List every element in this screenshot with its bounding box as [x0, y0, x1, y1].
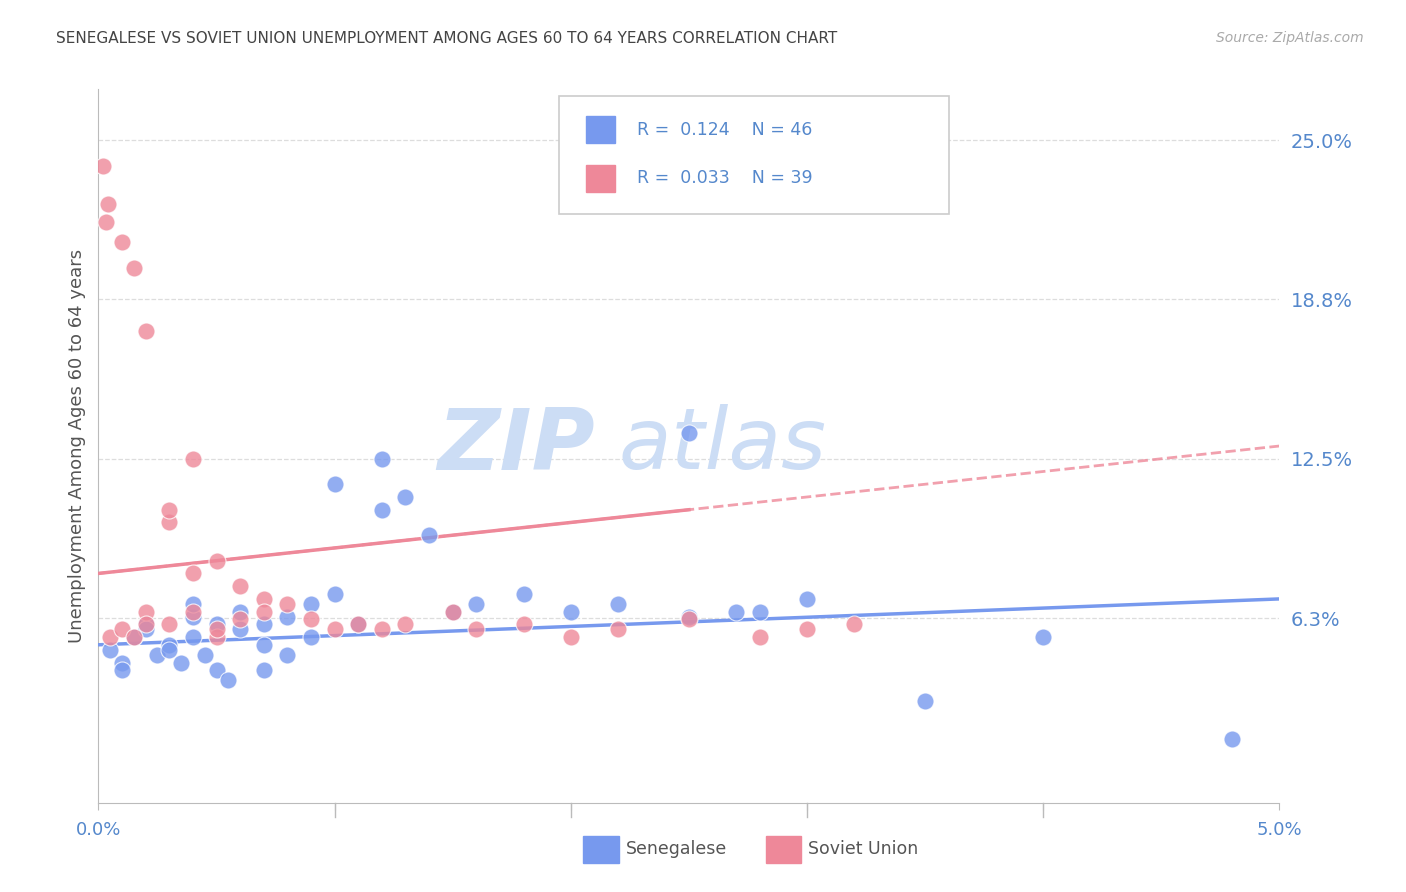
Point	[253, 591, 276, 606]
Point	[914, 694, 936, 708]
Point	[253, 617, 276, 632]
Point	[253, 638, 276, 652]
Point	[157, 643, 180, 657]
Bar	[586, 116, 616, 144]
Point	[323, 587, 346, 601]
Y-axis label: Unemployment Among Ages 60 to 64 years: Unemployment Among Ages 60 to 64 years	[67, 249, 86, 643]
Point	[205, 617, 228, 632]
Point	[394, 617, 416, 632]
Text: R =  0.033    N = 39: R = 0.033 N = 39	[637, 169, 813, 187]
Point	[560, 605, 582, 619]
Point	[560, 630, 582, 644]
Point	[111, 235, 134, 249]
Point	[97, 197, 120, 211]
Point	[111, 663, 134, 677]
Point	[205, 630, 228, 644]
Text: ZIP: ZIP	[437, 404, 595, 488]
Point	[122, 630, 145, 644]
Point	[678, 426, 700, 441]
Point	[725, 605, 748, 619]
Bar	[586, 165, 616, 192]
Point	[122, 260, 145, 275]
Point	[135, 605, 157, 619]
Point	[98, 643, 121, 657]
Point	[205, 623, 228, 637]
Point	[323, 477, 346, 491]
Point	[122, 630, 145, 644]
Point	[276, 648, 298, 662]
Point	[135, 324, 157, 338]
Point	[135, 617, 157, 632]
Point	[347, 617, 370, 632]
FancyBboxPatch shape	[560, 96, 949, 214]
Point	[181, 566, 204, 581]
Point	[299, 612, 322, 626]
Point	[135, 617, 157, 632]
Point	[229, 605, 252, 619]
Point	[170, 656, 193, 670]
Point	[347, 617, 370, 632]
Point	[135, 623, 157, 637]
Point	[748, 630, 770, 644]
Point	[157, 617, 180, 632]
Point	[205, 554, 228, 568]
Point	[323, 623, 346, 637]
Point	[205, 663, 228, 677]
Point	[181, 630, 204, 644]
Point	[748, 605, 770, 619]
Point	[371, 451, 394, 466]
Point	[98, 630, 121, 644]
Point	[181, 605, 204, 619]
Point	[607, 623, 630, 637]
Point	[512, 617, 534, 632]
Point	[512, 587, 534, 601]
Point	[181, 597, 204, 611]
Text: atlas: atlas	[619, 404, 827, 488]
Point	[844, 617, 866, 632]
Text: Soviet Union: Soviet Union	[808, 840, 918, 858]
Point	[253, 663, 276, 677]
Point	[678, 612, 700, 626]
Point	[94, 215, 117, 229]
Point	[1032, 630, 1054, 644]
Text: SENEGALESE VS SOVIET UNION UNEMPLOYMENT AMONG AGES 60 TO 64 YEARS CORRELATION CH: SENEGALESE VS SOVIET UNION UNEMPLOYMENT …	[56, 31, 838, 46]
Point	[394, 490, 416, 504]
Point	[181, 451, 204, 466]
Point	[229, 579, 252, 593]
Text: Source: ZipAtlas.com: Source: ZipAtlas.com	[1216, 31, 1364, 45]
Point	[157, 502, 180, 516]
Point	[299, 630, 322, 644]
Point	[146, 648, 169, 662]
Text: Senegalese: Senegalese	[626, 840, 727, 858]
Point	[229, 623, 252, 637]
Point	[796, 623, 818, 637]
Point	[229, 612, 252, 626]
Point	[607, 597, 630, 611]
Point	[111, 623, 134, 637]
Text: R =  0.124    N = 46: R = 0.124 N = 46	[637, 121, 813, 139]
Point	[194, 648, 217, 662]
Point	[465, 623, 488, 637]
Point	[441, 605, 464, 619]
Point	[91, 159, 114, 173]
Point	[465, 597, 488, 611]
Point	[276, 597, 298, 611]
Point	[111, 656, 134, 670]
Point	[157, 638, 180, 652]
Point	[418, 528, 440, 542]
Point	[796, 591, 818, 606]
Point	[157, 516, 180, 530]
Point	[299, 597, 322, 611]
Point	[276, 609, 298, 624]
Point	[371, 502, 394, 516]
Point	[217, 673, 239, 688]
Point	[1220, 732, 1243, 747]
Point	[678, 609, 700, 624]
Point	[441, 605, 464, 619]
Point	[253, 605, 276, 619]
Point	[371, 623, 394, 637]
Point	[181, 609, 204, 624]
